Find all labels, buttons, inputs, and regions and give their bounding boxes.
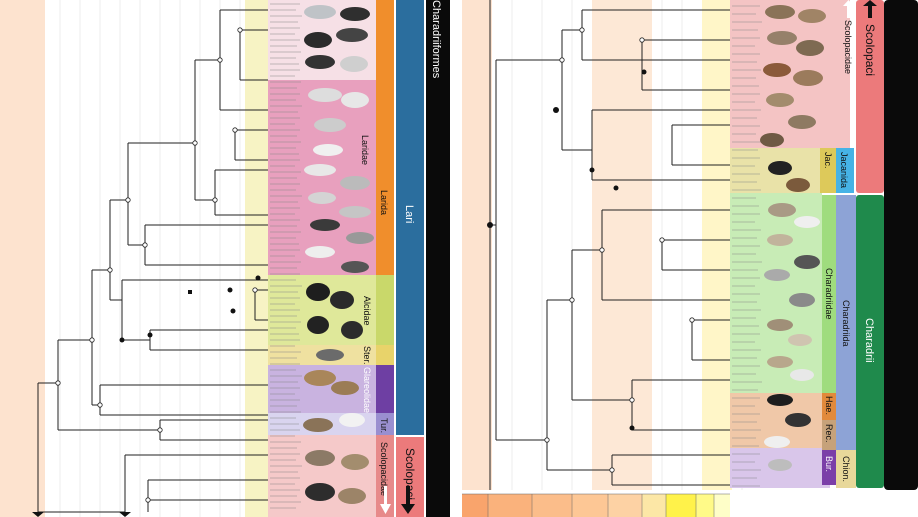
scolopaci-label-right: Scolopaci	[863, 24, 877, 76]
charadriiformes-bar	[426, 0, 450, 517]
bur-label: Bur.	[824, 456, 834, 472]
ster-bar	[376, 345, 394, 365]
fossil-markers-right	[487, 69, 647, 431]
tur-label: Tur.	[379, 418, 389, 433]
panel-divider	[450, 0, 462, 517]
alcidae-label: Alcidae	[362, 296, 372, 326]
charadriida-label: Charadriida	[841, 300, 851, 347]
root-arrow-icon	[32, 512, 44, 517]
scolopacidae-clade-band	[268, 435, 376, 517]
hae-label: Hae.	[824, 396, 834, 415]
scolopaci-bar-right	[856, 0, 884, 193]
tip-labels-texture-right	[732, 5, 762, 487]
jacanida-bar	[836, 148, 854, 193]
alcidae-bar	[376, 275, 394, 345]
larida-bar	[376, 0, 394, 275]
tur-bar	[376, 413, 394, 435]
root-arrow-icon-2	[119, 512, 131, 517]
bird-illustrations-right	[760, 5, 826, 471]
charadrii-label: Charadrii	[863, 318, 875, 363]
jacanida-label: Jacanida	[839, 152, 849, 188]
arrow-down-icon	[380, 486, 415, 514]
left-tree-branches	[37, 9, 268, 513]
arrow-up-icon	[843, 0, 877, 18]
bur-bar	[822, 450, 836, 485]
chion-label: Chion.	[841, 456, 851, 482]
charadrii-bar	[856, 195, 884, 488]
glareolidae-bar	[376, 365, 394, 413]
right-phylogeny: Scolopacidae Jac. Jacanida Charadriidae …	[462, 0, 918, 517]
bird-illustrations	[303, 5, 374, 504]
lari-label: Lari	[403, 205, 415, 223]
tip-labels-texture	[270, 3, 302, 509]
laridae-label: Laridae	[360, 135, 370, 165]
left-tree-panel: Laridae Larida Alcidae Ster. Glareolidae…	[0, 0, 450, 517]
right-tree-panel: Scolopacidae Jac. Jacanida Charadriidae …	[462, 0, 918, 517]
scolopacidae-bar	[376, 435, 394, 517]
charadriiformes-label: Charadriiformes	[430, 0, 442, 79]
charadriida-bar	[836, 195, 856, 450]
chion-bar	[836, 450, 856, 488]
scolopacidae-label-left: Scolopacidae	[379, 442, 389, 496]
charadriidae-label: Charadriidae	[824, 268, 834, 320]
node-markers-right	[544, 27, 695, 473]
geologic-timescale	[462, 493, 730, 517]
left-phylogeny: Laridae Larida Alcidae Ster. Glareolidae…	[0, 0, 450, 517]
ster-label: Ster.	[362, 346, 372, 365]
rec-label: Rec.	[824, 424, 834, 443]
hae-bar	[822, 393, 836, 420]
glareolidae-label: Glareolidae	[362, 367, 372, 413]
jac-label: Jac.	[823, 152, 833, 169]
charadriidae-bar	[822, 195, 836, 393]
rec-bar	[822, 420, 836, 450]
scolopacidae-label-right: Scolopacidae	[843, 20, 853, 74]
node-markers	[55, 27, 258, 503]
order-bar-right	[884, 0, 918, 490]
lari-bar	[396, 0, 424, 435]
jac-bar	[820, 148, 836, 193]
fossil-markers	[119, 275, 261, 343]
larida-label: Larida	[379, 190, 389, 215]
